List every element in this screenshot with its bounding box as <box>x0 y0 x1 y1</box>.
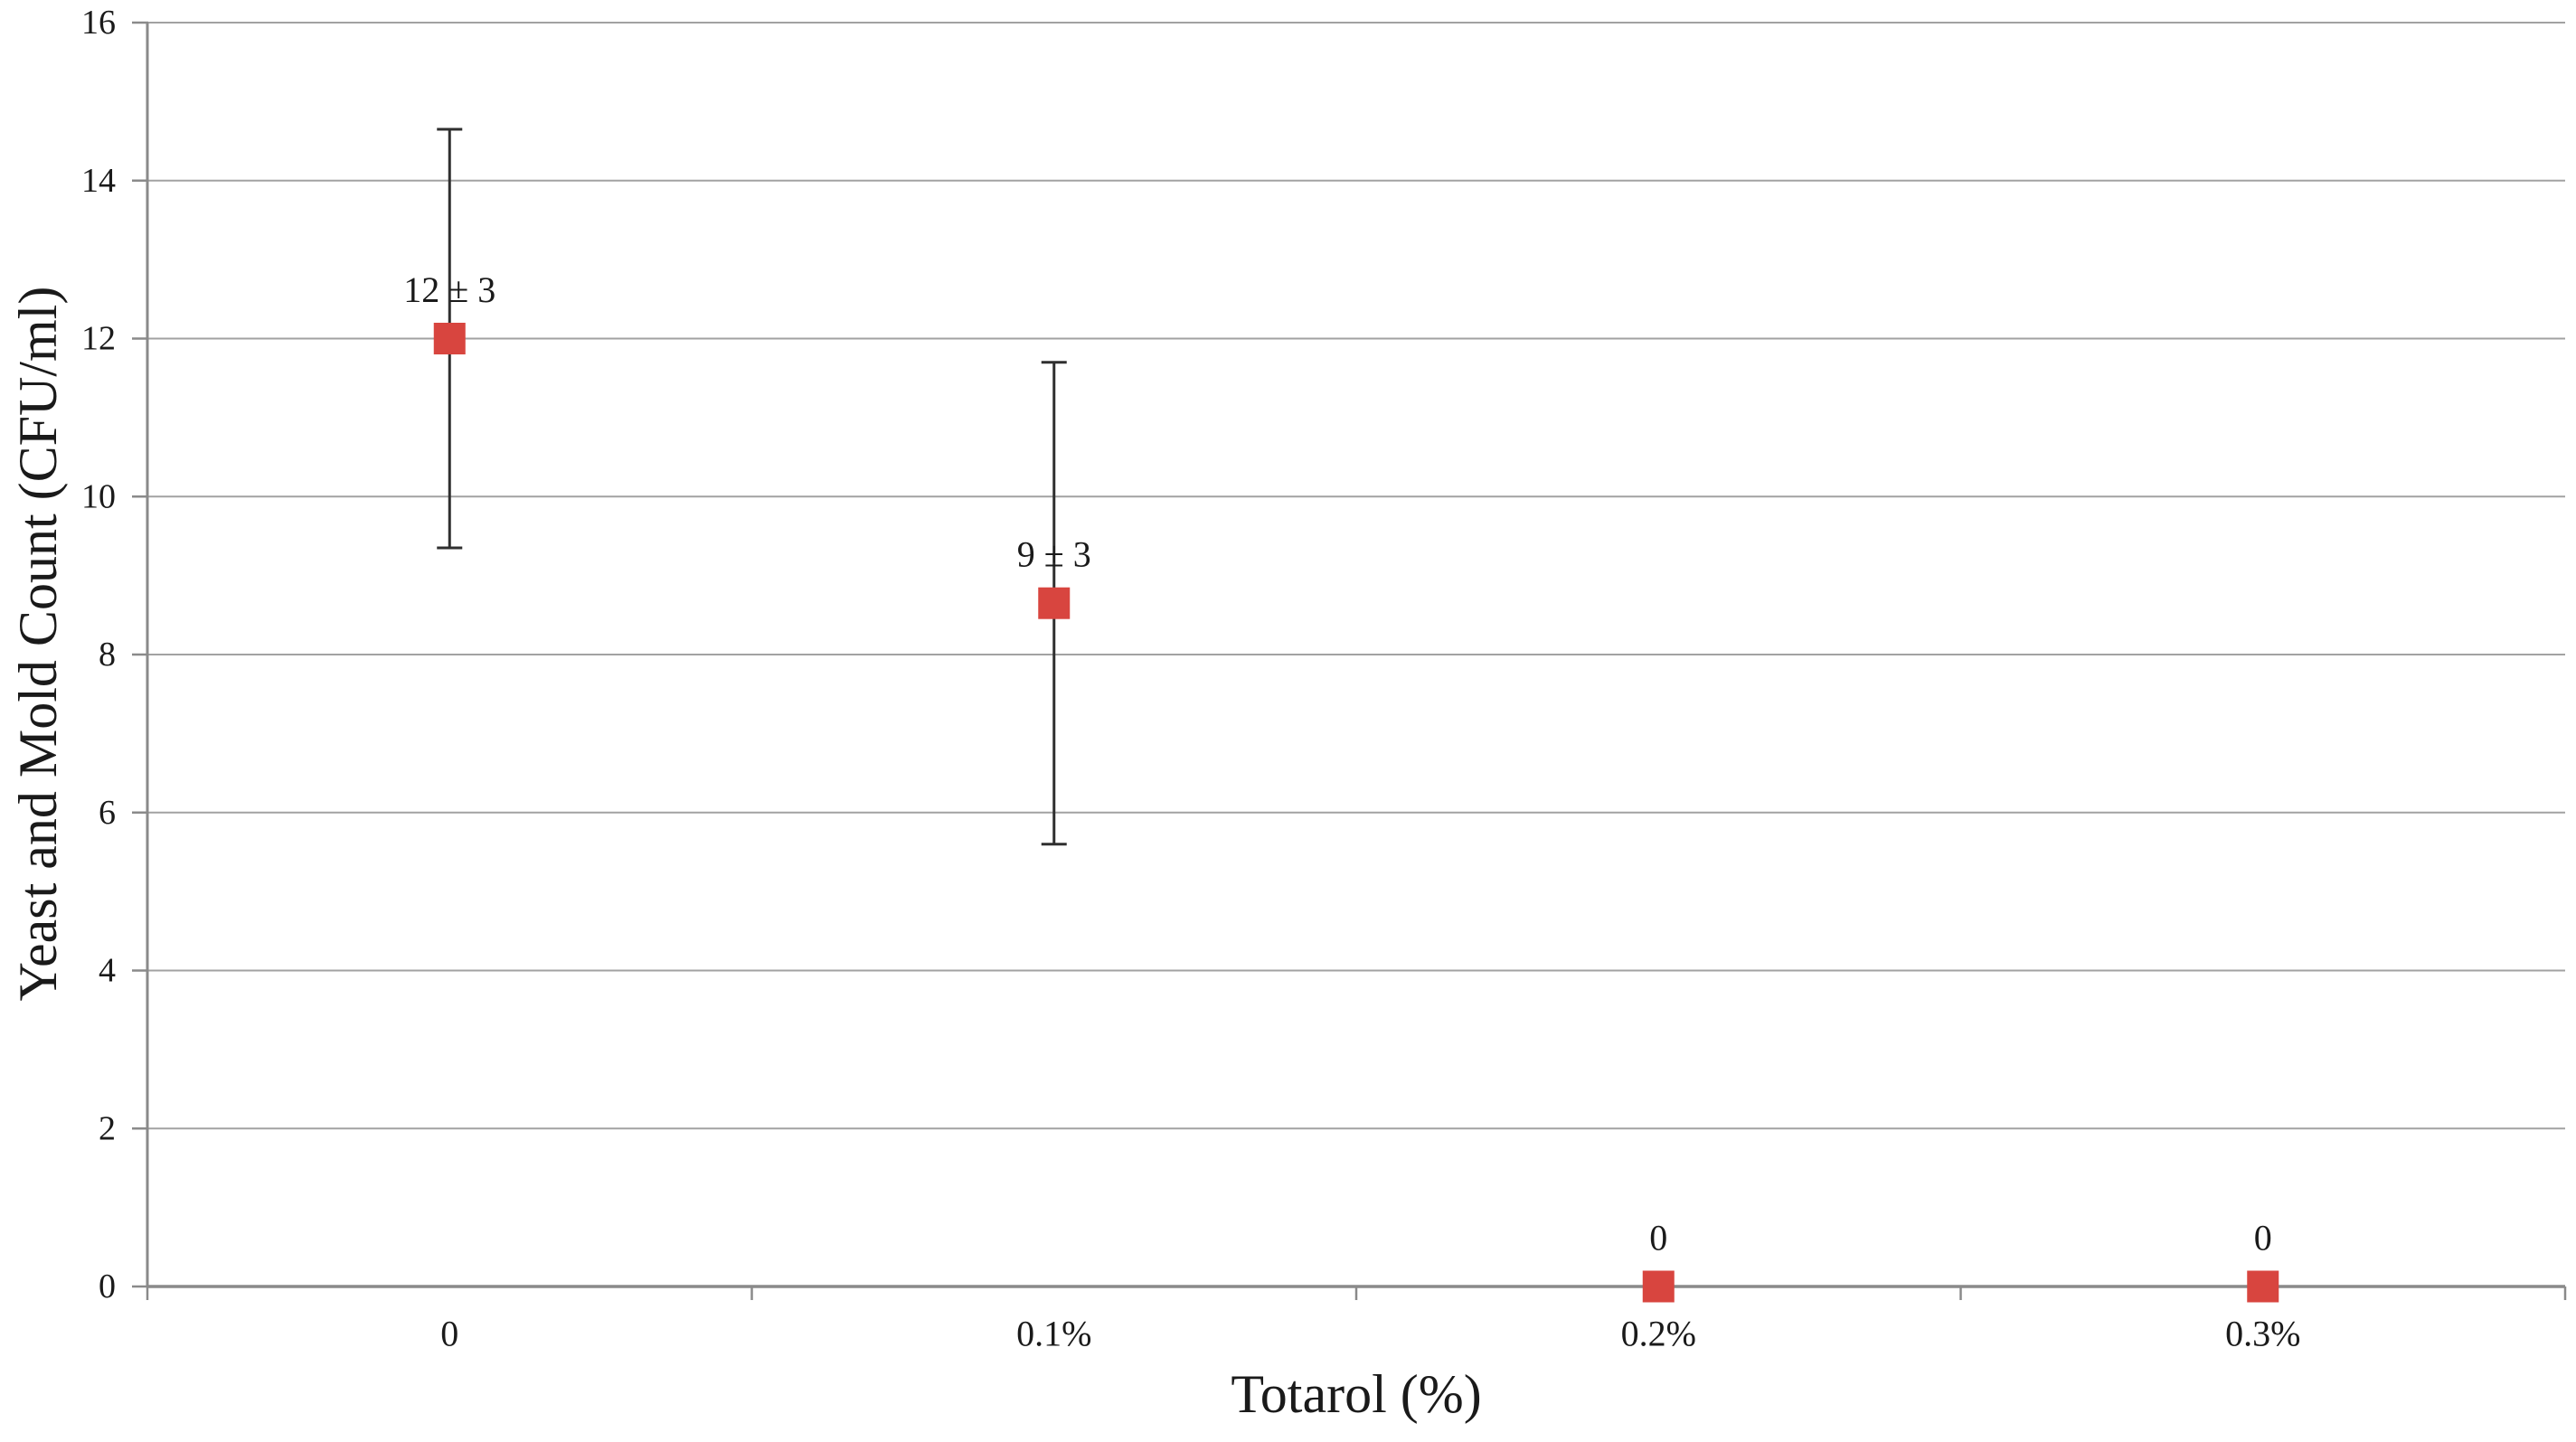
data-point-marker <box>2247 1270 2279 1303</box>
x-tick-label: 0 <box>440 1314 458 1354</box>
x-tick-label: 0.1% <box>1016 1314 1091 1354</box>
x-axis-title: Totarol (%) <box>1231 1364 1482 1424</box>
x-tick-label: 0.2% <box>1621 1314 1696 1354</box>
y-tick-label: 8 <box>99 636 116 674</box>
y-tick-label: 0 <box>99 1268 116 1305</box>
y-tick-label: 10 <box>81 477 116 515</box>
data-point-label: 0 <box>1649 1218 1667 1258</box>
data-point-label: 0 <box>2254 1218 2272 1258</box>
y-tick-label: 4 <box>99 952 116 990</box>
data-point-marker <box>1642 1270 1675 1303</box>
y-tick-label: 2 <box>99 1109 116 1147</box>
data-point-label: 9 ± 3 <box>1017 534 1091 575</box>
y-tick-label: 12 <box>81 320 116 358</box>
data-point-marker <box>1038 587 1071 619</box>
y-tick-label: 14 <box>81 162 116 200</box>
y-tick-label: 6 <box>99 794 116 832</box>
y-tick-label: 16 <box>81 4 116 42</box>
x-tick-label: 0.3% <box>2225 1314 2300 1354</box>
y-axis-title: Yeast and Mold Count (CFU/ml) <box>8 286 68 1002</box>
data-point-label: 12 ± 3 <box>403 269 495 310</box>
data-point-marker <box>433 323 466 354</box>
